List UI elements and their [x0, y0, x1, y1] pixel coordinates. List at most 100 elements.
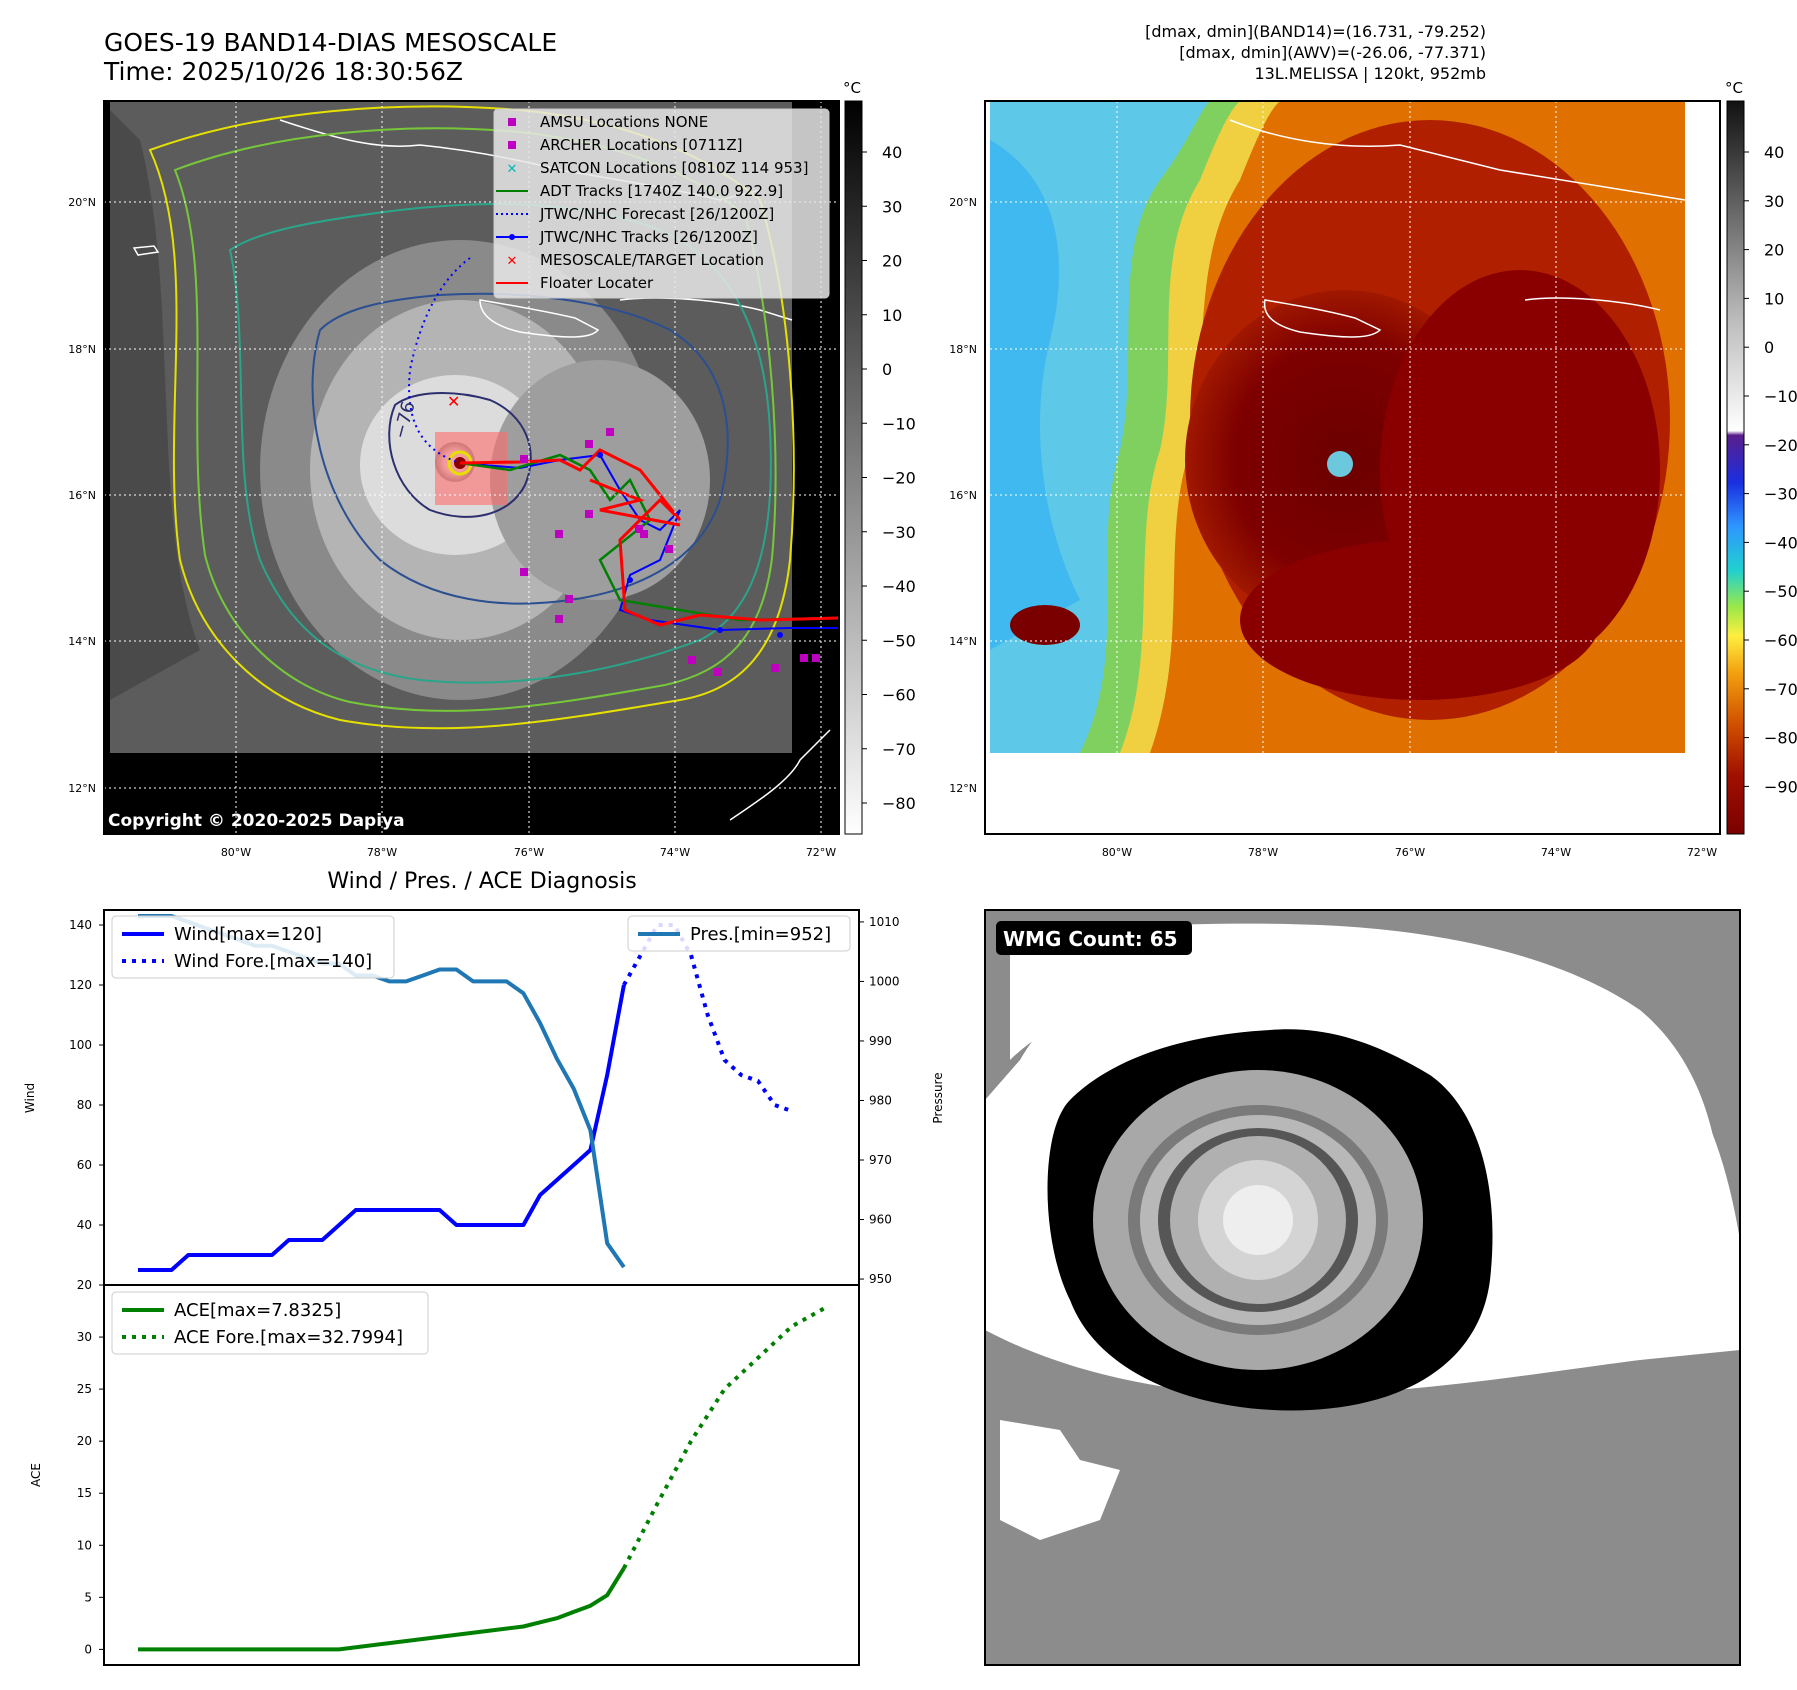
right-map-lat-label: 14°N: [949, 635, 977, 648]
target-location-marker: ✕: [447, 392, 460, 411]
left-map-lon-label: 80°W: [221, 846, 251, 859]
left-colorbar-tick-label: −80: [882, 794, 916, 813]
y2-tick-label: 980: [869, 1093, 892, 1107]
legend-label: SATCON Locations [0810Z 114 953]: [540, 159, 808, 177]
right-colorbar-tick-label: 20: [1764, 241, 1784, 260]
right-colorbar-tick-label: −10: [1764, 387, 1797, 406]
chart-legend-label: ACE Fore.[max=32.7994]: [174, 1327, 403, 1348]
y-tick-label: 80: [77, 1098, 92, 1112]
y-tick-label: 100: [69, 1038, 92, 1052]
right-colorbar-tick-label: −80: [1764, 729, 1797, 748]
right-map-lon-label: 80°W: [1102, 846, 1132, 859]
right-colorbar-tick-label: −60: [1764, 631, 1797, 650]
y-tick-label: 25: [77, 1382, 92, 1396]
legend-label: JTWC/NHC Tracks [26/1200Z]: [539, 228, 758, 246]
legend-dot-icon: [509, 234, 515, 240]
diagnosis-title: Wind / Pres. / ACE Diagnosis: [327, 869, 636, 894]
y-tick-label: 0: [84, 1642, 92, 1656]
wmg-panel-image: [985, 910, 1740, 1665]
left-map-lat-label: 14°N: [68, 635, 96, 648]
right-colorbar-tick-label: 30: [1764, 192, 1784, 211]
left-colorbar-tick-label: 40: [882, 143, 902, 162]
right-colorbar-unit: °C: [1725, 79, 1743, 97]
chart-legend-box: [111, 915, 395, 979]
legend-label: ARCHER Locations [0711Z]: [540, 136, 743, 154]
awv-stats: [dmax, dmin](AWV)=(-26.06, -77.371): [1179, 43, 1486, 62]
right-map-lat-label: 18°N: [949, 343, 977, 356]
legend-square-icon: [508, 141, 516, 149]
right-map-lat-label: 20°N: [949, 196, 977, 209]
y-tick-label: 30: [77, 1330, 92, 1344]
left-map-lat-label: 18°N: [68, 343, 96, 356]
y-tick-label: 40: [77, 1218, 92, 1232]
y-tick-label: 140: [69, 918, 92, 932]
y2-tick-label: 1010: [869, 915, 900, 929]
right-map-lat-label: 12°N: [949, 782, 977, 795]
figure-timestamp: Time: 2025/10/26 18:30:56Z: [104, 57, 463, 86]
ace-axis-label: ACE: [29, 1463, 43, 1487]
left-map-lon-label: 76°W: [514, 846, 544, 859]
chart-legend-label: Pres.[min=952]: [690, 924, 831, 945]
right-map-lat-label: 16°N: [949, 489, 977, 502]
y2-tick-label: 970: [869, 1153, 892, 1167]
left-colorbar-tick-label: 20: [882, 252, 902, 271]
wmg-count-label: WMG Count: 65: [1003, 927, 1178, 951]
y-tick-label: 120: [69, 978, 92, 992]
left-colorbar-tick-label: −40: [882, 577, 916, 596]
right-colorbar: [1726, 100, 1745, 835]
legend-x-icon: ✕: [507, 162, 518, 177]
chart-legend-box: [627, 915, 851, 952]
band14-stats: [dmax, dmin](BAND14)=(16.731, -79.252): [1145, 22, 1486, 41]
left-colorbar-tick-label: −50: [882, 631, 916, 650]
left-colorbar-tick-label: −60: [882, 686, 916, 705]
copyright-text: Copyright © 2020-2025 Dapiya: [108, 811, 405, 831]
left-colorbar-tick-label: −10: [882, 414, 916, 433]
legend-label: JTWC/NHC Forecast [26/1200Z]: [539, 205, 774, 223]
chart-legend-box: [111, 1291, 429, 1355]
chart-legend-label: Wind Fore.[max=140]: [174, 951, 372, 972]
right-colorbar-tick-label: 40: [1764, 143, 1784, 162]
left-colorbar-tick-label: −70: [882, 740, 916, 759]
right-colorbar-tick-label: 0: [1764, 338, 1774, 357]
right-colorbar-tick-label: −20: [1764, 436, 1797, 455]
right-colorbar-tick-label: −70: [1764, 680, 1797, 699]
legend-label: ADT Tracks [1740Z 140.0 922.9]: [540, 182, 783, 200]
left-colorbar-tick-label: −20: [882, 469, 916, 488]
left-colorbar-unit: °C: [843, 79, 861, 97]
y2-tick-label: 950: [869, 1272, 892, 1286]
left-colorbar-tick-label: 0: [882, 360, 892, 379]
chart-legend-label: Wind[max=120]: [174, 924, 322, 945]
left-map-lon-label: 78°W: [367, 846, 397, 859]
y-tick-label: 20: [77, 1434, 92, 1448]
legend-label: AMSU Locations NONE: [540, 113, 708, 131]
y-tick-label: 15: [77, 1486, 92, 1500]
right-map-lon-label: 74°W: [1541, 846, 1571, 859]
y-tick-label: 5: [84, 1590, 92, 1604]
storm-info: 13L.MELISSA | 120kt, 952mb: [1254, 64, 1486, 83]
right-colorbar-tick-label: −50: [1764, 582, 1797, 601]
pressure-axis-label: Pressure: [931, 1072, 945, 1123]
left-map-lon-label: 72°W: [806, 846, 836, 859]
y-tick-label: 20: [77, 1278, 92, 1292]
y-tick-label: 10: [77, 1538, 92, 1552]
left-colorbar-tick-label: 30: [882, 197, 902, 216]
right-map-imagery: [985, 101, 1720, 834]
left-map-legend: AMSU Locations NONE ARCHER Locations [071…: [493, 108, 830, 299]
right-colorbar-tick-label: 10: [1764, 289, 1784, 308]
series-line: [138, 1567, 626, 1652]
right-colorbar-tick-label: −40: [1764, 533, 1797, 552]
left-map-imagery: −76 ✕: [104, 101, 839, 834]
right-map-lon-label: 76°W: [1395, 846, 1425, 859]
legend-square-icon: [508, 118, 516, 126]
right-map-lon-label: 72°W: [1687, 846, 1717, 859]
left-map-lat-label: 16°N: [68, 489, 96, 502]
left-colorbar: [844, 100, 863, 835]
figure-title: GOES-19 BAND14-DIAS MESOSCALE: [104, 28, 558, 57]
chart-legend-label: ACE[max=7.8325]: [174, 1300, 341, 1321]
wind-axis-label: Wind: [23, 1083, 37, 1113]
left-colorbar-tick-label: −30: [882, 523, 916, 542]
series-line: [138, 984, 626, 1272]
legend-label: Floater Locater: [540, 274, 654, 292]
legend-label: MESOSCALE/TARGET Location: [540, 251, 764, 269]
legend-x-icon: ✕: [507, 254, 518, 269]
